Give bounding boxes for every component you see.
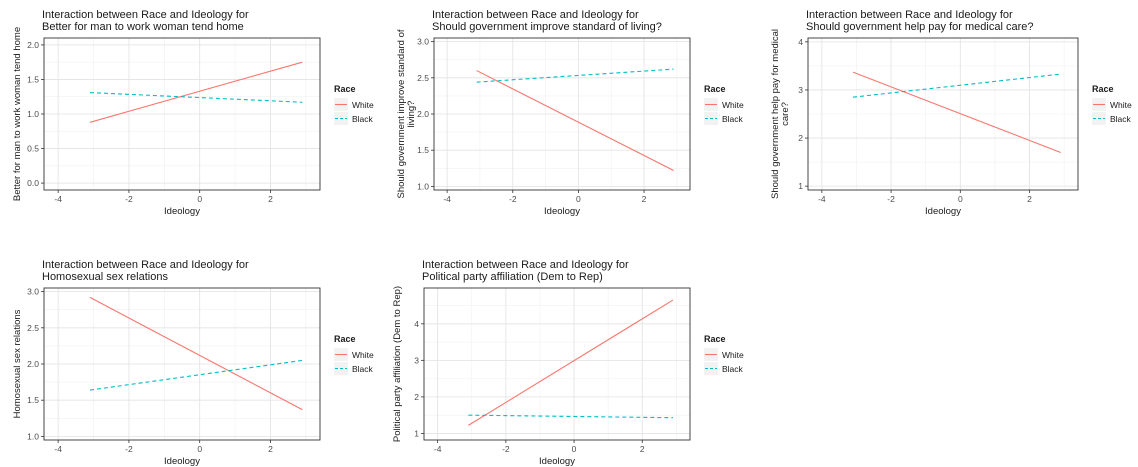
legend-label-white: White <box>352 100 374 110</box>
legend-title: Race <box>1092 84 1114 94</box>
x-tick-label: 0 <box>197 444 202 454</box>
x-tick-label: 0 <box>197 194 202 204</box>
series-line-black <box>468 414 673 419</box>
y-tick-label: 1.5 <box>27 74 39 84</box>
y-tick-label: 2.0 <box>27 40 39 50</box>
x-tick-label: -4 <box>54 444 62 454</box>
y-tick-label: 1.5 <box>417 145 429 155</box>
x-tick-label: 2 <box>642 194 647 204</box>
x-tick-label: -4 <box>443 194 451 204</box>
series-line-black <box>476 68 674 83</box>
y-tick-label: 0.0 <box>27 178 39 188</box>
chart-title: Interaction between Race and Ideology fo… <box>422 259 629 283</box>
legend-title: Race <box>704 334 726 344</box>
chart-title: Interaction between Race and Ideology fo… <box>42 9 249 33</box>
plot-border <box>423 287 691 441</box>
series-line-black <box>89 92 303 103</box>
x-tick-label: 0 <box>958 194 963 204</box>
x-tick-label: -4 <box>54 194 62 204</box>
legend-title: Race <box>704 84 726 94</box>
x-axis-label: Ideology <box>539 456 575 467</box>
y-tick-label: 4 <box>414 319 419 329</box>
x-tick-label: -2 <box>125 194 133 204</box>
y-tick-label: 2.5 <box>27 323 39 333</box>
y-tick-label: 4 <box>798 37 803 47</box>
x-tick-label: 2 <box>268 444 273 454</box>
series-line-black <box>89 359 303 391</box>
chart-title: Interaction between Race and Ideology fo… <box>432 9 662 33</box>
series-line-white <box>476 70 674 171</box>
y-tick-label: 3 <box>798 85 803 95</box>
x-tick-label: -2 <box>509 194 517 204</box>
y-axis-label: Should government improve standard ofliv… <box>396 29 417 198</box>
y-axis-label: Better for man to work woman tend home <box>12 27 23 201</box>
y-tick-label: 3.0 <box>27 287 39 297</box>
legend-title: Race <box>334 334 356 344</box>
plot-border <box>433 37 691 191</box>
y-tick-label: 1.0 <box>417 181 429 191</box>
y-tick-label: 2.0 <box>417 109 429 119</box>
y-tick-label: 1.0 <box>27 431 39 441</box>
y-tick-label: 2 <box>414 392 419 402</box>
y-tick-label: 2.5 <box>417 73 429 83</box>
series-line-white <box>89 61 303 123</box>
x-tick-label: -4 <box>818 194 826 204</box>
legend-label-white: White <box>722 100 744 110</box>
y-tick-label: 3 <box>414 355 419 365</box>
y-tick-label: 2 <box>798 133 803 143</box>
legend-label-white: White <box>1110 100 1132 110</box>
legend-label-black: Black <box>1110 114 1132 124</box>
y-axis-label: Political party affiliation (Dem to Rep) <box>392 286 403 442</box>
x-tick-label: 2 <box>640 444 645 454</box>
y-axis-label: Homosexual sex relations <box>12 309 23 418</box>
series-line-white <box>468 299 674 426</box>
x-axis-label: Ideology <box>164 456 200 467</box>
x-tick-label: 2 <box>268 194 273 204</box>
chart-title: Interaction between Race and Ideology fo… <box>806 9 1033 33</box>
y-tick-label: 1.0 <box>27 109 39 119</box>
chart-panel-5: -4 -2 0 2 1 2 3 4 Interaction between Race and I… <box>392 259 744 467</box>
x-axis-label: Ideology <box>164 206 200 217</box>
legend-label-black: Black <box>352 364 374 374</box>
x-axis-label: Ideology <box>925 206 961 217</box>
x-tick-label: 0 <box>572 444 577 454</box>
x-tick-label: -2 <box>887 194 895 204</box>
chart-title: Interaction between Race and Ideology fo… <box>42 259 249 283</box>
series-line-white <box>89 296 303 411</box>
plot-border <box>43 37 321 191</box>
series-line-white <box>852 71 1061 153</box>
y-axis-label: Should government help pay for medicalca… <box>770 29 791 199</box>
legend-title: Race <box>334 84 356 94</box>
y-tick-label: 1 <box>798 181 803 191</box>
x-tick-label: 0 <box>576 194 581 204</box>
x-tick-label: 2 <box>1027 194 1032 204</box>
plot-border <box>43 287 321 441</box>
x-axis-label: Ideology <box>544 206 580 217</box>
legend-label-black: Black <box>722 364 744 374</box>
x-tick-label: -4 <box>434 444 442 454</box>
y-tick-label: 3.0 <box>417 37 429 47</box>
legend-label-black: Black <box>722 114 744 124</box>
y-tick-label: 2.0 <box>27 359 39 369</box>
y-tick-label: 1 <box>414 428 419 438</box>
legend-label-white: White <box>722 350 744 360</box>
plot-border <box>807 37 1079 191</box>
legend-label-white: White <box>352 350 374 360</box>
legend-label-black: Black <box>352 114 374 124</box>
x-tick-label: -2 <box>502 444 510 454</box>
x-tick-label: -2 <box>125 444 133 454</box>
y-tick-label: 0.5 <box>27 144 39 154</box>
y-tick-label: 1.5 <box>27 395 39 405</box>
plot-background <box>424 288 690 440</box>
